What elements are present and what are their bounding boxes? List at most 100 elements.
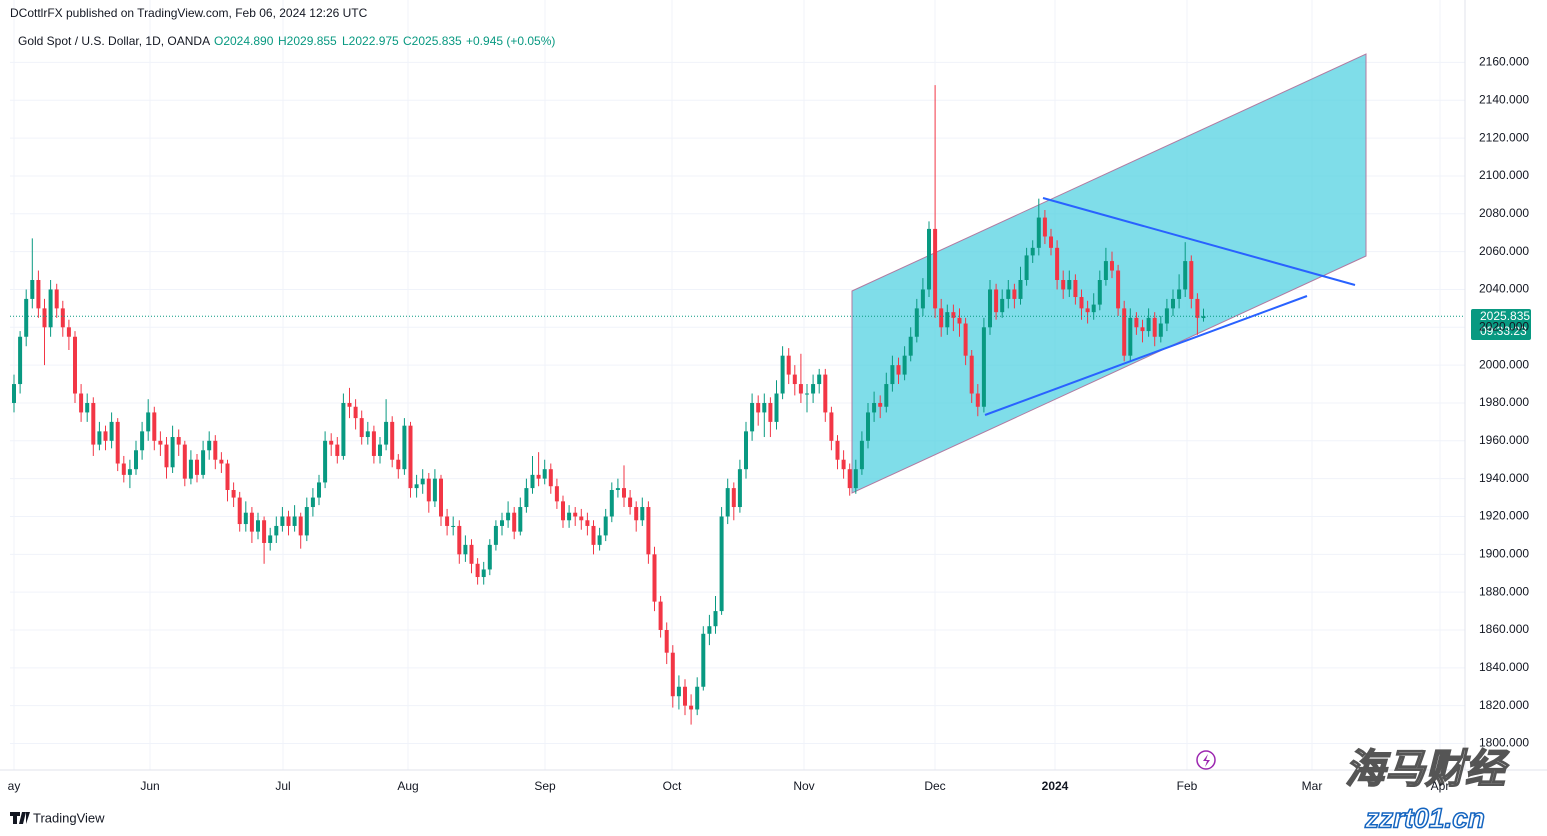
candle-body	[243, 512, 248, 525]
price-label-box	[1471, 309, 1531, 340]
candle-body	[1036, 217, 1041, 248]
candle-body	[274, 525, 279, 536]
candle-body	[1085, 308, 1090, 313]
candle-body	[1195, 298, 1200, 318]
candle-body	[176, 437, 181, 445]
candle-body	[42, 308, 47, 328]
watermark-url: zzrt01.cn	[1364, 802, 1485, 833]
low: L2022.975	[342, 34, 399, 48]
candle-body	[207, 440, 212, 451]
event-icon[interactable]	[1196, 750, 1216, 770]
y-tick-label: 1860.000	[1479, 622, 1529, 636]
candle-body	[695, 686, 700, 710]
candle-body	[335, 444, 340, 456]
candle-body	[951, 312, 956, 318]
candle-body	[1110, 261, 1114, 271]
candle-body	[927, 228, 931, 290]
y-tick-label: 1920.000	[1479, 509, 1529, 523]
candle-body	[420, 478, 425, 485]
trend-line	[1042, 197, 1356, 286]
candle-body	[823, 374, 828, 413]
candle-body	[664, 630, 669, 653]
candle-body	[1183, 261, 1188, 290]
candle-body	[524, 488, 529, 508]
published-text: DCottlrFX published on TradingView.com, …	[10, 6, 368, 20]
candle-body	[402, 425, 407, 470]
candle-body	[939, 308, 944, 328]
candle-body	[1061, 280, 1066, 290]
candle-body	[18, 336, 23, 385]
candle-body	[1091, 304, 1096, 313]
candle-body	[146, 412, 151, 432]
y-tick-label: 1840.000	[1479, 660, 1529, 674]
candle-body	[121, 463, 126, 475]
candle-body	[811, 384, 816, 394]
candle-body	[914, 308, 919, 337]
candle-body	[744, 431, 748, 470]
countdown: 09:33:23	[1480, 324, 1527, 338]
candle-body	[164, 444, 169, 468]
candle-body	[646, 507, 651, 555]
y-tick-label: 1820.000	[1479, 698, 1529, 712]
candle-body	[158, 440, 163, 445]
candle-body	[280, 516, 285, 526]
candle-body	[762, 402, 767, 413]
high: H2029.855	[278, 34, 337, 48]
watermark: 海马财经	[1345, 748, 1510, 792]
candle-body	[634, 507, 639, 521]
candle-body	[219, 459, 224, 464]
candle-body	[1079, 297, 1084, 309]
candle-body	[493, 525, 498, 545]
x-tick-label: Sep	[534, 779, 556, 793]
candle-body	[390, 421, 395, 460]
candle-body	[1146, 317, 1151, 332]
candle-body	[640, 507, 645, 521]
candle-body	[127, 469, 132, 475]
candle-body	[481, 569, 486, 578]
y-tick-label: 2120.000	[1479, 130, 1529, 144]
y-tick-label: 2100.000	[1479, 168, 1529, 182]
candle-body	[1049, 236, 1053, 248]
candle-body	[1158, 323, 1163, 337]
candle-body	[73, 336, 77, 394]
candle-body	[1097, 280, 1102, 305]
candle-body	[91, 402, 96, 445]
candle-body	[805, 393, 809, 395]
open: O2024.890	[214, 34, 274, 48]
candle-body	[920, 289, 925, 309]
candle-body	[859, 440, 864, 470]
candle-body	[707, 626, 712, 634]
candle-body	[969, 355, 974, 394]
y-tick-label: 1960.000	[1479, 433, 1529, 447]
y-tick-label: 1900.000	[1479, 546, 1529, 560]
candle-body	[225, 463, 230, 490]
candle-body	[902, 355, 907, 375]
candle-body	[298, 516, 303, 536]
candle-body	[48, 289, 53, 328]
y-tick-label: 2140.000	[1479, 92, 1529, 106]
candle-body	[988, 289, 992, 328]
candle-body	[487, 544, 492, 570]
candle-body	[798, 384, 803, 394]
candle-body	[12, 384, 16, 403]
candle-body	[439, 478, 443, 517]
candle-body	[884, 384, 889, 407]
candle-body	[341, 402, 346, 456]
candle-body	[689, 705, 694, 710]
candle-body	[1006, 289, 1011, 299]
x-tick-label: Jun	[140, 779, 159, 793]
y-tick-label: 2040.000	[1479, 282, 1529, 296]
candle-body	[170, 437, 175, 468]
x-tick-label: Aug	[397, 779, 418, 793]
candle-body	[475, 563, 480, 578]
candle-body	[195, 459, 199, 475]
candle-body	[670, 652, 675, 697]
x-tick-label: ay	[8, 779, 21, 793]
candle-body	[1042, 217, 1047, 237]
candle-body	[365, 431, 370, 438]
y-tick-label: 1800.000	[1479, 736, 1529, 750]
candle-body	[652, 554, 657, 602]
tv-logo: TradingView	[10, 810, 105, 825]
candle-body	[371, 431, 376, 456]
